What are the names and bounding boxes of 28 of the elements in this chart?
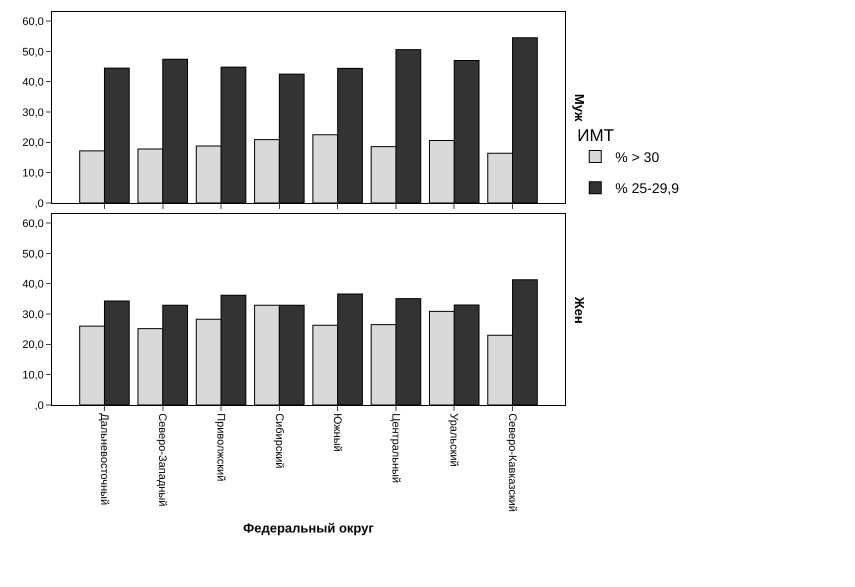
y-tick-label: 10,0 — [22, 370, 44, 382]
y-tick-label: 40,0 — [22, 76, 44, 89]
legend-label: % 25-29,9 — [615, 180, 680, 196]
legend-title: ИМТ — [577, 126, 614, 145]
y-tick-label: 60,0 — [22, 218, 44, 230]
x-tick-label: Приволжский — [214, 413, 226, 482]
y-tick-label: ,0 — [34, 400, 44, 412]
y-tick-label: 20,0 — [22, 137, 44, 150]
x-tick-label: Сибирский — [272, 413, 285, 468]
y-tick-label: 30,0 — [22, 308, 44, 321]
y-tick-label: 50,0 — [22, 46, 44, 58]
x-tick-label: Северо-Западный — [156, 413, 168, 506]
y-tick-label: 50,0 — [22, 248, 44, 260]
y-tick-label: 20,0 — [22, 339, 44, 352]
y-tick-label: 30,0 — [22, 106, 44, 119]
x-tick-label: Северо-Кавказский — [506, 413, 518, 512]
x-tick-label: Дальневосточный — [98, 413, 110, 506]
text: Муж — [572, 94, 588, 122]
x-tick-label: Уральский — [448, 413, 460, 467]
x-tick-label: Центральный — [389, 413, 402, 484]
text: Жен — [572, 296, 588, 324]
legend-label: % > 30 — [615, 149, 660, 165]
x-tick-label: Южный — [331, 413, 344, 452]
y-tick-label: 60,0 — [22, 16, 44, 28]
y-tick-label: 40,0 — [22, 278, 44, 291]
y-tick-label: 10,0 — [22, 168, 44, 180]
y-tick-label: ,0 — [34, 198, 44, 210]
x-axis-title: Федеральный округ — [243, 520, 374, 536]
